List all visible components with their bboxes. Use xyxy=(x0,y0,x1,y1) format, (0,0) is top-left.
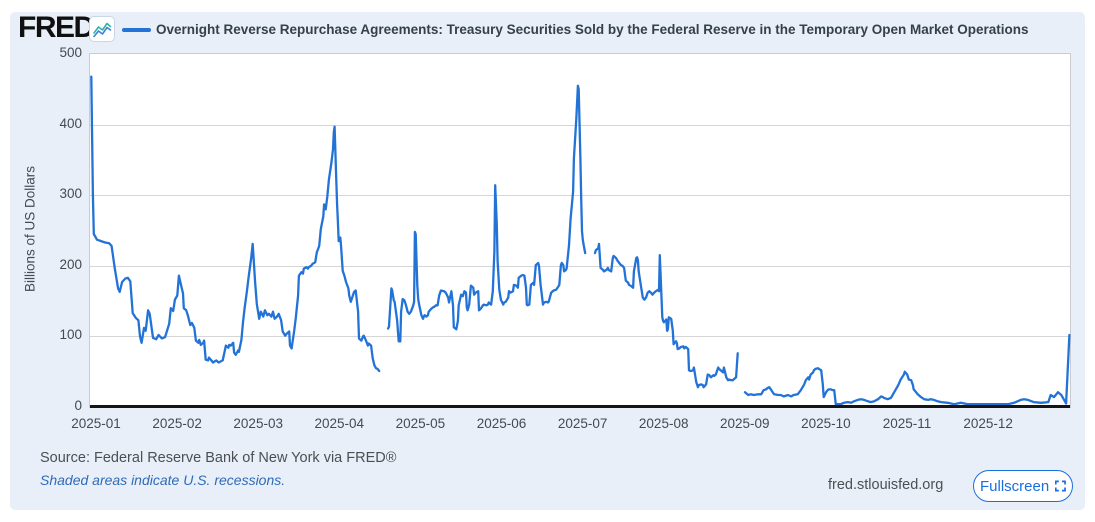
data-line xyxy=(90,75,1071,406)
x-tick-label: 2025-05 xyxy=(395,416,446,431)
gridline-200 xyxy=(90,265,1070,267)
y-tick-label: 0 xyxy=(74,398,82,413)
series-legend-dash xyxy=(122,28,151,32)
data-line-segment-4 xyxy=(743,333,1071,406)
x-tick-label: 2025-10 xyxy=(801,416,851,431)
y-tick-label: 100 xyxy=(59,327,82,343)
chart-title: Overnight Reverse Repurchase Agreements:… xyxy=(156,22,1029,37)
x-tick-label: 2025-07 xyxy=(557,416,608,431)
y-tick-label: 500 xyxy=(59,45,82,60)
x-tick-label: 2025-02 xyxy=(152,416,202,431)
data-line-segment-1 xyxy=(90,75,381,373)
fullscreen-button-label: Fullscreen xyxy=(980,477,1050,495)
mini-chart-icon xyxy=(89,16,115,42)
site-url-label: fred.stlouisfed.org xyxy=(828,477,944,493)
x-tick-label: 2025-06 xyxy=(476,416,527,431)
recession-note: Shaded areas indicate U.S. recessions. xyxy=(40,472,286,488)
y-tick-label: 200 xyxy=(59,256,82,272)
data-line-segment-3 xyxy=(593,242,739,389)
plot-area xyxy=(89,53,1071,408)
fullscreen-button[interactable]: Fullscreen xyxy=(973,470,1073,502)
x-tick-label: 2025-01 xyxy=(71,416,121,431)
y-axis-title: Billions of US Dollars xyxy=(22,165,38,293)
x-tick-label: 2025-12 xyxy=(963,416,1013,431)
y-tick-label: 300 xyxy=(59,186,82,202)
data-line-segment-2 xyxy=(386,84,587,343)
gridline-100 xyxy=(90,336,1070,338)
x-tick-label: 2025-11 xyxy=(882,416,932,431)
x-tick-label: 2025-04 xyxy=(314,416,365,431)
source-note: Source: Federal Reserve Bank of New York… xyxy=(40,450,397,466)
x-tick-label: 2025-09 xyxy=(720,416,770,431)
x-tick-label: 2025-03 xyxy=(233,416,283,431)
x-axis-baseline xyxy=(90,405,1070,408)
x-tick-label: 2025-08 xyxy=(638,416,689,431)
fred-logo[interactable]: FRED. xyxy=(18,13,98,46)
y-tick-label: 400 xyxy=(59,115,82,131)
expand-icon xyxy=(1055,480,1066,492)
